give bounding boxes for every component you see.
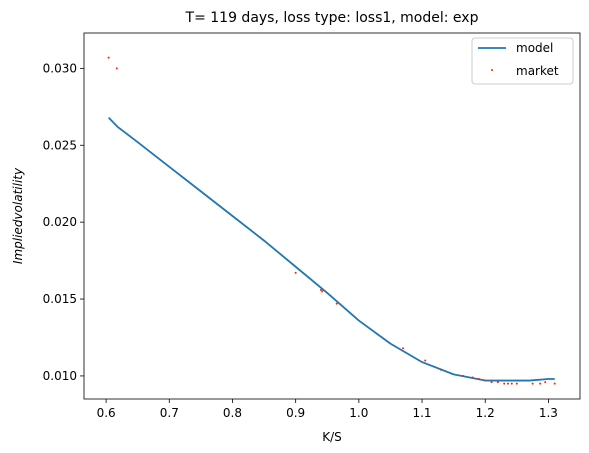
x-tick-label: 1.2 xyxy=(476,406,495,420)
market-point xyxy=(553,382,556,385)
market-point xyxy=(503,382,506,385)
legend: model market xyxy=(471,37,574,85)
market-point xyxy=(515,382,518,385)
y-tick-label: 0.025 xyxy=(43,138,77,152)
y-tick-label: 0.010 xyxy=(43,369,77,383)
y-tick-label: 0.020 xyxy=(43,215,77,229)
plot-area xyxy=(84,33,580,399)
market-point xyxy=(506,382,509,385)
market-point xyxy=(539,382,542,385)
y-axis-label: Impliedvolatility xyxy=(11,167,25,264)
market-point xyxy=(115,67,118,70)
x-tick-label: 0.8 xyxy=(223,406,242,420)
market-point xyxy=(544,381,547,384)
market-point xyxy=(439,368,442,371)
x-axis-label: K/S xyxy=(322,430,342,444)
x-tick-label: 0.6 xyxy=(97,406,116,420)
market-point xyxy=(335,302,338,305)
x-tick-label: 0.7 xyxy=(160,406,179,420)
market-point xyxy=(107,56,110,59)
x-axis-ticks: 0.6 0.7 0.8 0.9 1.0 1.1 1.2 1.3 xyxy=(97,399,558,420)
data-layer xyxy=(107,56,556,385)
y-tick-label: 0.015 xyxy=(43,292,77,306)
axes-frame xyxy=(83,32,581,400)
market-point xyxy=(319,288,322,291)
legend-market-marker xyxy=(491,69,493,71)
x-tick-label: 0.9 xyxy=(286,406,305,420)
market-point xyxy=(471,376,474,379)
legend-market-label: market xyxy=(516,64,559,78)
market-point xyxy=(294,271,297,274)
market-point xyxy=(496,381,499,384)
market-point xyxy=(321,290,324,293)
legend-model-label: model xyxy=(516,41,553,55)
x-tick-label: 1.0 xyxy=(349,406,368,420)
y-axis-ticks: 0.010 0.015 0.020 0.025 0.030 xyxy=(43,61,84,383)
market-point xyxy=(484,379,487,382)
market-point xyxy=(424,359,427,362)
y-tick-label: 0.030 xyxy=(43,61,77,75)
market-point xyxy=(462,374,465,377)
model-series-line xyxy=(107,116,555,382)
market-point xyxy=(477,378,480,381)
chart-title: T= 119 days, loss type: loss1, model: ex… xyxy=(185,10,479,26)
market-point xyxy=(402,347,405,350)
x-tick-label: 1.3 xyxy=(539,406,558,420)
market-point xyxy=(531,382,534,385)
legend-box xyxy=(471,37,574,85)
x-tick-label: 1.1 xyxy=(412,406,431,420)
market-point xyxy=(510,382,513,385)
market-point xyxy=(490,381,493,384)
